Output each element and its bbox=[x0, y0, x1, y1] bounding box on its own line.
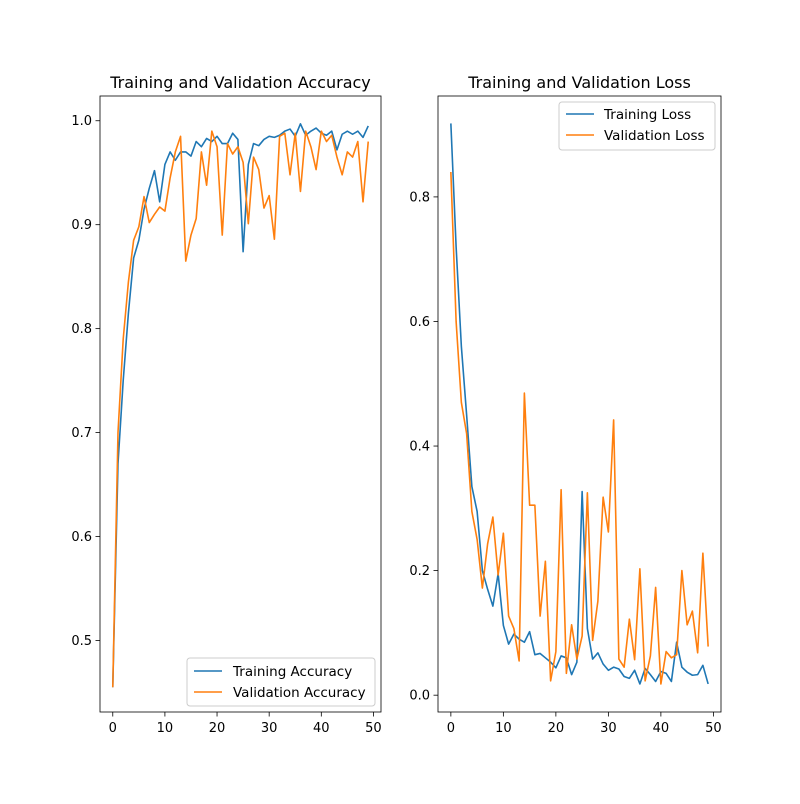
series-line-validation-loss bbox=[450, 171, 709, 685]
loss-ytick-label: 0.2 bbox=[409, 564, 430, 579]
loss-xtick-label: 10 bbox=[495, 721, 512, 736]
accuracy-xtick-label: 20 bbox=[209, 721, 226, 736]
loss-chart: Training and Validation Loss 0 10 20 30 40 50… bbox=[409, 73, 721, 736]
loss-legend-box bbox=[558, 101, 716, 151]
loss-xtick-label: 40 bbox=[653, 721, 670, 736]
accuracy-ytick-label: 0.6 bbox=[71, 530, 92, 545]
accuracy-xtick-label: 0 bbox=[109, 721, 117, 736]
accuracy-chart: Training and Validation Accuracy 0 10 20 30… bbox=[71, 73, 381, 736]
loss-ytick-label: 0.8 bbox=[409, 190, 430, 205]
accuracy-ytick-label: 0.9 bbox=[71, 218, 92, 233]
loss-chart-title: Training and Validation Loss bbox=[467, 73, 691, 92]
accuracy-xtick-label: 10 bbox=[157, 721, 174, 736]
accuracy-ytick-label: 0.7 bbox=[71, 426, 92, 441]
loss-xtick-label: 30 bbox=[600, 721, 617, 736]
loss-ytick-label: 0.0 bbox=[409, 689, 430, 704]
loss-xtick-label: 50 bbox=[705, 721, 722, 736]
loss-xtick-label: 20 bbox=[548, 721, 565, 736]
loss-plot-area bbox=[437, 95, 722, 713]
accuracy-xtick-label: 50 bbox=[365, 721, 382, 736]
loss-xtick-label: 0 bbox=[447, 721, 455, 736]
legend-label-training-loss: Training Loss bbox=[603, 107, 691, 123]
accuracy-chart-title: Training and Validation Accuracy bbox=[109, 73, 371, 92]
accuracy-legend: Training Accuracy Validation Accuracy bbox=[186, 657, 376, 707]
accuracy-xtick-label: 40 bbox=[313, 721, 330, 736]
series-line-training-accuracy bbox=[111, 123, 369, 688]
legend-label-validation-accuracy: Validation Accuracy bbox=[233, 685, 366, 701]
loss-ytick-label: 0.6 bbox=[409, 315, 430, 330]
accuracy-ytick-label: 0.5 bbox=[71, 634, 92, 649]
loss-ytick-label: 0.4 bbox=[409, 440, 430, 455]
series-line-training-loss bbox=[450, 123, 709, 685]
accuracy-xtick-label: 30 bbox=[261, 721, 278, 736]
legend-label-validation-loss: Validation Loss bbox=[604, 128, 705, 144]
accuracy-plot-area bbox=[99, 95, 382, 713]
series-line-validation-accuracy bbox=[111, 130, 370, 688]
accuracy-ytick-label: 0.8 bbox=[71, 322, 92, 337]
legend-label-training-accuracy: Training Accuracy bbox=[232, 664, 352, 680]
accuracy-ytick-label: 1.0 bbox=[71, 114, 92, 129]
loss-legend: Training Loss Validation Loss bbox=[558, 101, 716, 151]
accuracy-legend-box bbox=[186, 657, 376, 707]
